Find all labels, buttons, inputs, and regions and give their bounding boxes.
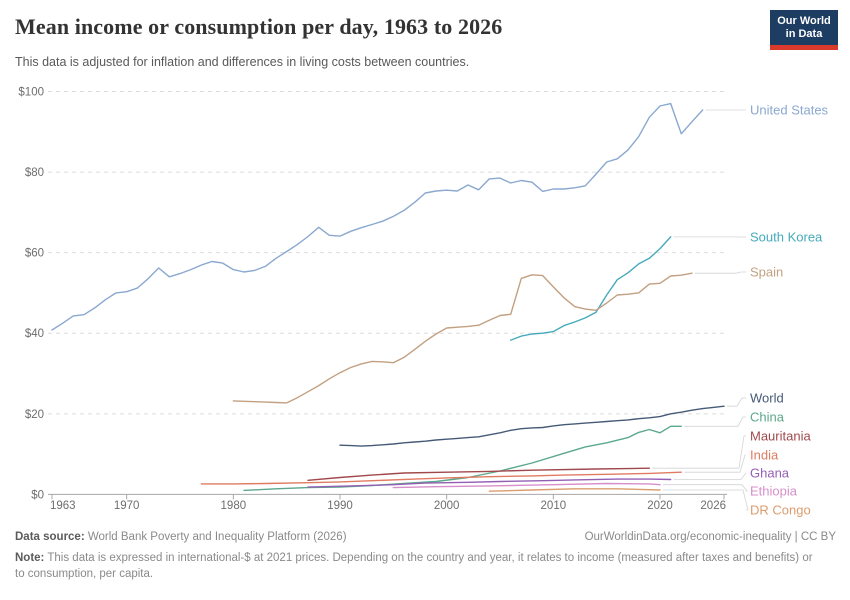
y-axis-label-40: $40 (25, 328, 44, 340)
series-label-spain[interactable]: Spain (750, 265, 783, 280)
series-line-spain[interactable] (232, 272, 693, 404)
series-line-dr-congo[interactable] (488, 488, 661, 492)
series-line-mauritania[interactable] (307, 467, 650, 481)
series-label-south-korea[interactable]: South Korea (750, 230, 823, 245)
note-label: Note: (15, 552, 45, 564)
series-label-china[interactable]: China (750, 410, 785, 425)
y-axis-label-80: $80 (25, 167, 44, 179)
label-connector-mauritania (652, 435, 746, 469)
x-axis-label-2020: 2020 (647, 500, 673, 512)
label-connector-india (684, 454, 746, 473)
series-line-united-states[interactable] (51, 102, 704, 331)
page-title: Mean income or consumption per day, 1963… (15, 14, 503, 39)
series-label-india[interactable]: India (750, 448, 779, 463)
y-axis-label-0: $0 (31, 489, 44, 501)
x-axis-label-1970: 1970 (114, 500, 140, 512)
y-axis-label-20: $20 (25, 409, 44, 421)
label-connector-world (727, 397, 746, 407)
label-connector-ghana (673, 472, 747, 480)
series-line-world[interactable] (339, 405, 725, 447)
series-line-india[interactable] (200, 471, 682, 485)
chart-note: Note: This data is expressed in internat… (15, 550, 820, 582)
series-label-united-states[interactable]: United States (750, 103, 829, 118)
series-label-mauritania[interactable]: Mauritania (750, 429, 811, 444)
label-connector-spain (695, 271, 746, 274)
data-source: Data source: World Bank Poverty and Ineq… (15, 531, 347, 543)
owid-logo[interactable]: Our World in Data (770, 10, 838, 50)
page-subtitle: This data is adjusted for inflation and … (15, 55, 470, 69)
x-axis-label-1990: 1990 (327, 500, 353, 512)
x-axis-label-2010: 2010 (541, 500, 567, 512)
series-label-ethiopia[interactable]: Ethiopia (750, 484, 798, 499)
y-axis-label-60: $60 (25, 248, 44, 260)
series-label-ghana[interactable]: Ghana (750, 466, 790, 481)
y-axis-label-100: $100 (18, 87, 44, 99)
logo-text-line2: in Data (785, 28, 823, 40)
data-source-label: Data source: (15, 531, 85, 543)
data-source-text: World Bank Poverty and Inequality Platfo… (84, 531, 347, 543)
x-axis-label-2000: 2000 (434, 500, 460, 512)
chart-footer: Data source: World Bank Poverty and Ineq… (15, 531, 836, 582)
label-connector-dr-congo (663, 489, 749, 511)
credit-link[interactable]: OurWorldinData.org/economic-inequality |… (584, 531, 836, 543)
note-text: This data is expressed in international-… (15, 552, 813, 580)
series-line-ghana[interactable] (307, 478, 672, 488)
logo-text-line1: Our World (777, 15, 831, 27)
series-line-south-korea[interactable] (510, 236, 672, 341)
x-axis-label-1963: 1963 (50, 500, 76, 512)
label-connector-ethiopia (663, 484, 748, 492)
series-label-dr-congo[interactable]: DR Congo (750, 503, 811, 518)
x-axis-label-2026: 2026 (700, 500, 726, 512)
series-label-world[interactable]: World (750, 391, 784, 406)
label-connector-china (684, 416, 746, 427)
series-line-china[interactable] (243, 425, 682, 492)
series-line-ethiopia[interactable] (392, 482, 661, 489)
x-axis-label-1980: 1980 (221, 500, 247, 512)
